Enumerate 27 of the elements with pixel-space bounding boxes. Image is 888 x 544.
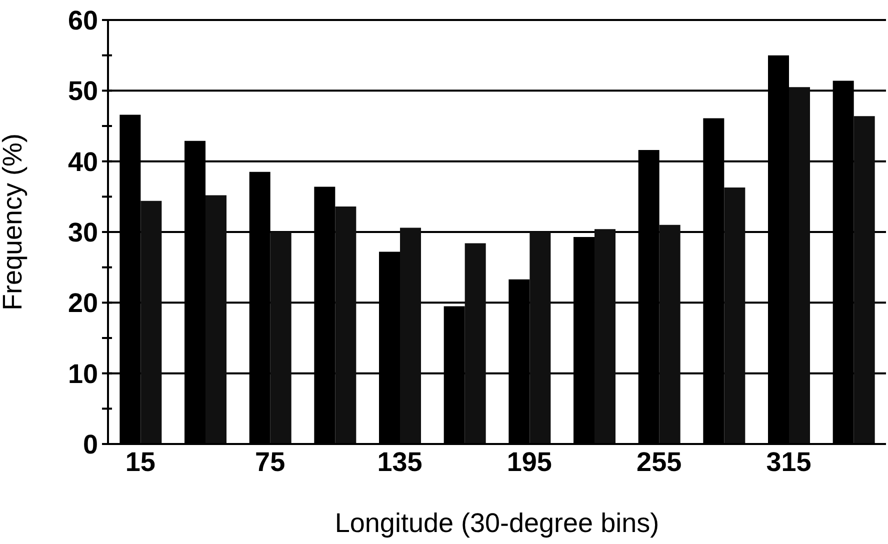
bar [400,228,422,444]
bar [140,200,162,444]
bar [530,232,551,444]
y-tick-label: 20 [68,288,98,318]
bar [335,206,356,444]
y-tick-label: 40 [68,146,98,177]
bar [854,116,875,444]
y-tick-label: 0 [82,429,98,460]
bar [724,187,746,444]
x-tick-label: 195 [506,447,552,478]
bar [659,224,680,444]
x-tick-label: 75 [255,447,286,478]
y-tick-label: 10 [68,358,98,389]
bar [270,232,292,444]
y-tick-label: 60 [68,5,98,36]
y-axis-title: Frequency (%) [0,133,28,311]
x-axis-title: Longitude (30-degree bins) [334,508,660,538]
x-tick-label: 15 [125,447,156,478]
bar [789,87,810,444]
x-tick-label: 135 [377,447,422,478]
bar [206,195,227,444]
x-tick-label: 255 [636,447,682,478]
bar [464,243,486,444]
y-tick-label: 50 [68,76,98,106]
y-tick-label: 30 [68,217,98,248]
x-tick-label: 315 [766,447,812,478]
bar [594,229,616,444]
